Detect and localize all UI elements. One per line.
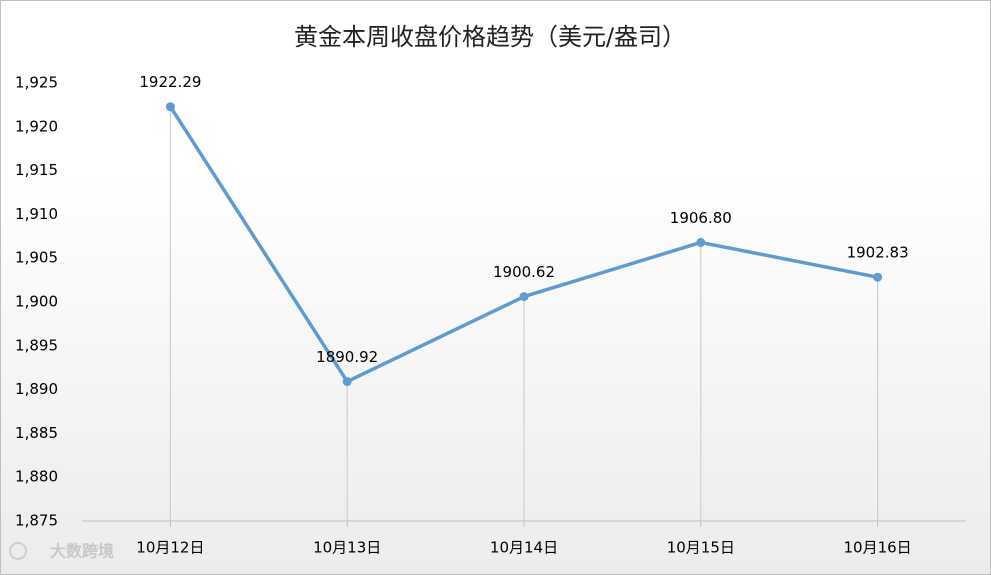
y-tick-label: 1,910 xyxy=(15,205,58,223)
chart-title: 黄金本周收盘价格趋势（美元/盎司） xyxy=(294,23,686,51)
point xyxy=(165,102,175,112)
x-tick-label: 10月13日 xyxy=(313,539,381,557)
x-tick-label: 10月14日 xyxy=(490,539,558,557)
data-label: 1922.29 xyxy=(139,73,201,91)
x-tick-label: 10月15日 xyxy=(667,539,735,557)
y-tick-label: 1,890 xyxy=(15,380,58,398)
y-tick-label: 1,880 xyxy=(15,468,58,486)
x-tick-label: 10月16日 xyxy=(844,539,912,557)
point xyxy=(696,237,706,247)
watermark: 大数跨境 xyxy=(50,542,114,561)
watermark-icon xyxy=(9,542,27,560)
y-tick-label: 1,875 xyxy=(15,512,58,530)
data-label: 1902.83 xyxy=(847,244,909,262)
data-label: 1890.92 xyxy=(316,348,378,366)
y-tick-label: 1,920 xyxy=(15,117,58,135)
y-tick-label: 1,915 xyxy=(15,161,58,179)
y-tick-label: 1,900 xyxy=(15,293,58,311)
y-tick-label: 1,905 xyxy=(15,249,58,267)
point xyxy=(519,292,529,302)
y-tick-label: 1,925 xyxy=(15,74,58,92)
point xyxy=(342,377,352,387)
y-tick-label: 1,885 xyxy=(15,424,58,442)
data-label: 1906.80 xyxy=(670,209,732,227)
watermark-group: 大数跨境 xyxy=(9,542,114,561)
y-tick-label: 1,895 xyxy=(15,336,58,354)
x-tick-label: 10月12日 xyxy=(136,539,204,557)
point xyxy=(873,272,883,282)
data-label: 1900.62 xyxy=(493,263,555,281)
